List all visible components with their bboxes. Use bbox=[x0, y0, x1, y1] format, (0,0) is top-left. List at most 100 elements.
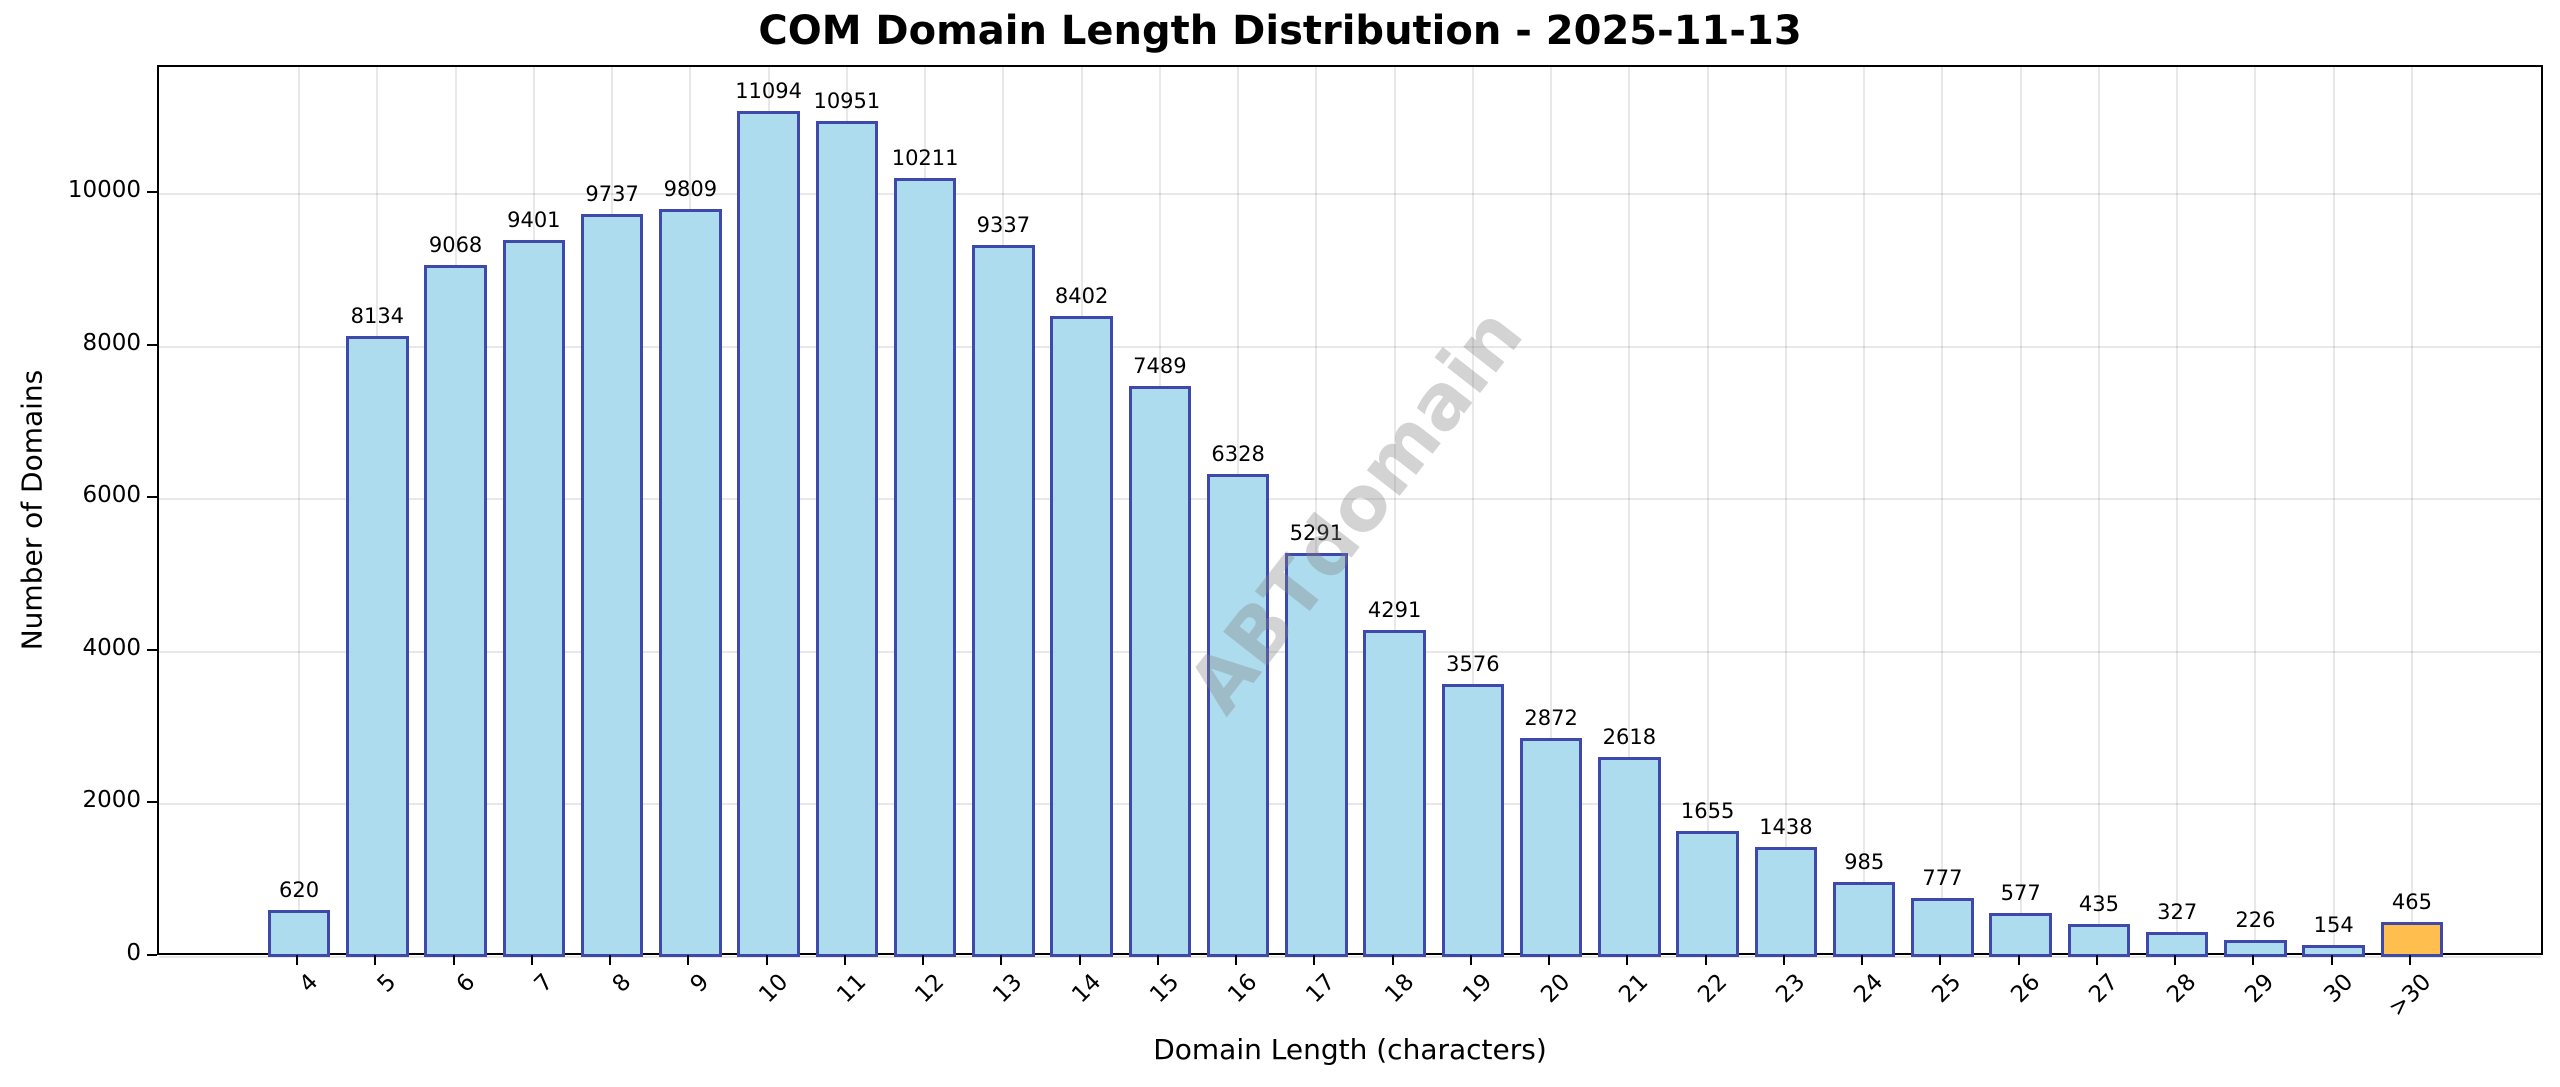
gridline-vertical bbox=[1550, 67, 1553, 953]
bar-value-label: 8402 bbox=[1054, 283, 1109, 308]
y-tick-label: 6000 bbox=[82, 482, 141, 509]
gridline-vertical bbox=[298, 67, 301, 953]
gridline-vertical bbox=[1315, 67, 1318, 953]
bar-value-label: 577 bbox=[2000, 880, 2041, 905]
gridline-vertical bbox=[1706, 67, 1709, 953]
x-tick-mark bbox=[1861, 955, 1864, 965]
bar-19 bbox=[1441, 684, 1505, 957]
gridline-vertical bbox=[1471, 67, 1474, 953]
bar-10 bbox=[737, 110, 800, 957]
bar-value-label: 7489 bbox=[1133, 353, 1187, 378]
y-tick-label: 2000 bbox=[82, 787, 141, 814]
bar-23 bbox=[1754, 847, 1818, 957]
x-tick-mark bbox=[1078, 955, 1081, 965]
bar-22 bbox=[1676, 830, 1739, 957]
bar-12 bbox=[893, 177, 957, 957]
gridline-horizontal bbox=[159, 193, 2541, 196]
x-tick-label: 13 bbox=[988, 969, 1028, 1009]
gridline-vertical bbox=[2097, 67, 2100, 953]
bar-value-label: 620 bbox=[279, 877, 320, 902]
y-tick-label: 0 bbox=[126, 940, 141, 966]
x-tick-label: 8 bbox=[607, 969, 637, 998]
bar-value-label: 327 bbox=[2157, 900, 2198, 925]
bar-9 bbox=[659, 208, 722, 957]
y-tick-mark bbox=[147, 343, 157, 346]
y-tick-mark bbox=[147, 801, 157, 804]
bar-20 bbox=[1519, 737, 1583, 957]
x-tick-mark bbox=[843, 955, 846, 965]
bar-value-label: 226 bbox=[2235, 907, 2276, 932]
x-tick-label: 23 bbox=[1771, 969, 1811, 1009]
x-tick-mark bbox=[1626, 955, 1629, 965]
bar-21 bbox=[1598, 757, 1661, 957]
gridline-vertical bbox=[2176, 67, 2179, 953]
x-tick-label: 10 bbox=[753, 969, 793, 1009]
x-tick-mark bbox=[765, 955, 768, 965]
gridline-vertical bbox=[2019, 67, 2022, 953]
gridline-vertical bbox=[1941, 67, 1944, 953]
bar-value-label: 9337 bbox=[976, 212, 1031, 237]
y-axis-label: Number of Domains bbox=[15, 369, 49, 651]
gridline-vertical bbox=[2332, 67, 2335, 953]
gridline-horizontal bbox=[159, 650, 2541, 653]
bar-5 bbox=[346, 336, 409, 957]
bar-value-label: 777 bbox=[1922, 865, 1963, 890]
bar-value-label: 8134 bbox=[350, 304, 405, 329]
x-tick-mark bbox=[1704, 955, 1707, 965]
gridline-vertical bbox=[2410, 67, 2413, 953]
bar-value-label: 2618 bbox=[1602, 725, 1657, 750]
x-tick-mark bbox=[1313, 955, 1316, 965]
y-tick-label: 8000 bbox=[82, 329, 141, 356]
bar-28 bbox=[2145, 932, 2209, 957]
x-tick-mark bbox=[452, 955, 455, 965]
x-tick-label: 24 bbox=[1849, 969, 1889, 1009]
x-tick-mark bbox=[1939, 955, 1942, 965]
bar-18 bbox=[1363, 629, 1426, 957]
x-tick-mark bbox=[1469, 955, 1472, 965]
bar-11 bbox=[815, 121, 879, 957]
bar-8 bbox=[580, 214, 644, 957]
x-axis-label: Domain Length (characters) bbox=[1153, 1033, 1547, 1066]
bar-gt30 bbox=[2380, 921, 2444, 957]
bar-14 bbox=[1050, 315, 1113, 957]
bar-value-label: 9809 bbox=[663, 176, 718, 201]
bar-value-label: 11094 bbox=[735, 78, 802, 103]
x-tick-mark bbox=[296, 955, 299, 965]
x-tick-mark bbox=[922, 955, 925, 965]
bar-26 bbox=[1989, 912, 2052, 957]
gridline-horizontal bbox=[159, 803, 2541, 806]
x-tick-label: 19 bbox=[1458, 969, 1498, 1009]
bar-29 bbox=[2224, 939, 2287, 957]
bar-25 bbox=[1911, 897, 1974, 957]
y-tick-mark bbox=[147, 954, 157, 956]
gridline-vertical bbox=[1863, 67, 1866, 953]
x-tick-label: 9 bbox=[685, 969, 715, 998]
y-tick-mark bbox=[147, 648, 157, 651]
x-tick-mark bbox=[1391, 955, 1394, 965]
bar-27 bbox=[2067, 923, 2131, 957]
bar-value-label: 2872 bbox=[1524, 705, 1578, 730]
bar-value-label: 1655 bbox=[1680, 798, 1735, 823]
bar-value-label: 6328 bbox=[1211, 442, 1265, 467]
x-tick-label: 20 bbox=[1536, 969, 1576, 1009]
x-tick-mark bbox=[2330, 955, 2333, 965]
x-tick-mark bbox=[2017, 955, 2020, 965]
bar-value-label: 154 bbox=[2313, 913, 2354, 938]
x-tick-mark bbox=[1156, 955, 1159, 965]
bar-value-label: 9737 bbox=[585, 182, 639, 207]
x-tick-mark bbox=[1782, 955, 1785, 965]
x-tick-mark bbox=[1548, 955, 1551, 965]
y-tick-mark bbox=[147, 496, 157, 499]
x-tick-label: 17 bbox=[1301, 969, 1341, 1009]
bar-7 bbox=[502, 239, 566, 957]
x-tick-label: 4 bbox=[294, 969, 324, 998]
x-tick-label: 15 bbox=[1145, 969, 1185, 1009]
bar-30 bbox=[2302, 945, 2365, 957]
bar-15 bbox=[1128, 385, 1192, 957]
x-tick-label: 6 bbox=[451, 969, 480, 998]
x-tick-label: 30 bbox=[2318, 969, 2359, 1009]
bar-value-label: 10211 bbox=[891, 145, 959, 170]
x-tick-label: 28 bbox=[2162, 969, 2202, 1009]
x-tick-label: 29 bbox=[2240, 969, 2280, 1009]
x-tick-mark bbox=[609, 955, 612, 965]
